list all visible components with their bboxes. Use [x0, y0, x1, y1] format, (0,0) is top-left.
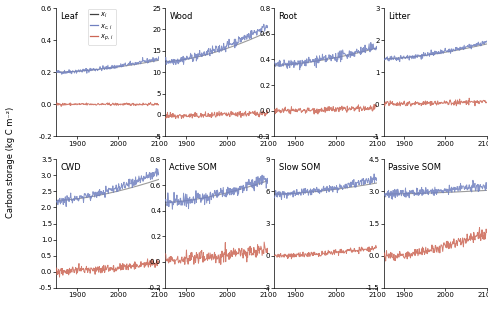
Text: Root: Root: [278, 12, 297, 21]
Text: Carbon storage (kg C m⁻²): Carbon storage (kg C m⁻²): [6, 107, 15, 218]
Text: Passive SOM: Passive SOM: [387, 163, 440, 172]
Text: Leaf: Leaf: [60, 12, 78, 21]
Text: Wood: Wood: [169, 12, 192, 21]
Text: Active SOM: Active SOM: [169, 163, 217, 172]
Text: Slow SOM: Slow SOM: [278, 163, 319, 172]
Legend: $x_i$, $x_{c,\,i}$, $x_{p,\,i}$: $x_i$, $x_{c,\,i}$, $x_{p,\,i}$: [88, 9, 116, 45]
Text: CWD: CWD: [60, 163, 81, 172]
Text: Litter: Litter: [387, 12, 409, 21]
